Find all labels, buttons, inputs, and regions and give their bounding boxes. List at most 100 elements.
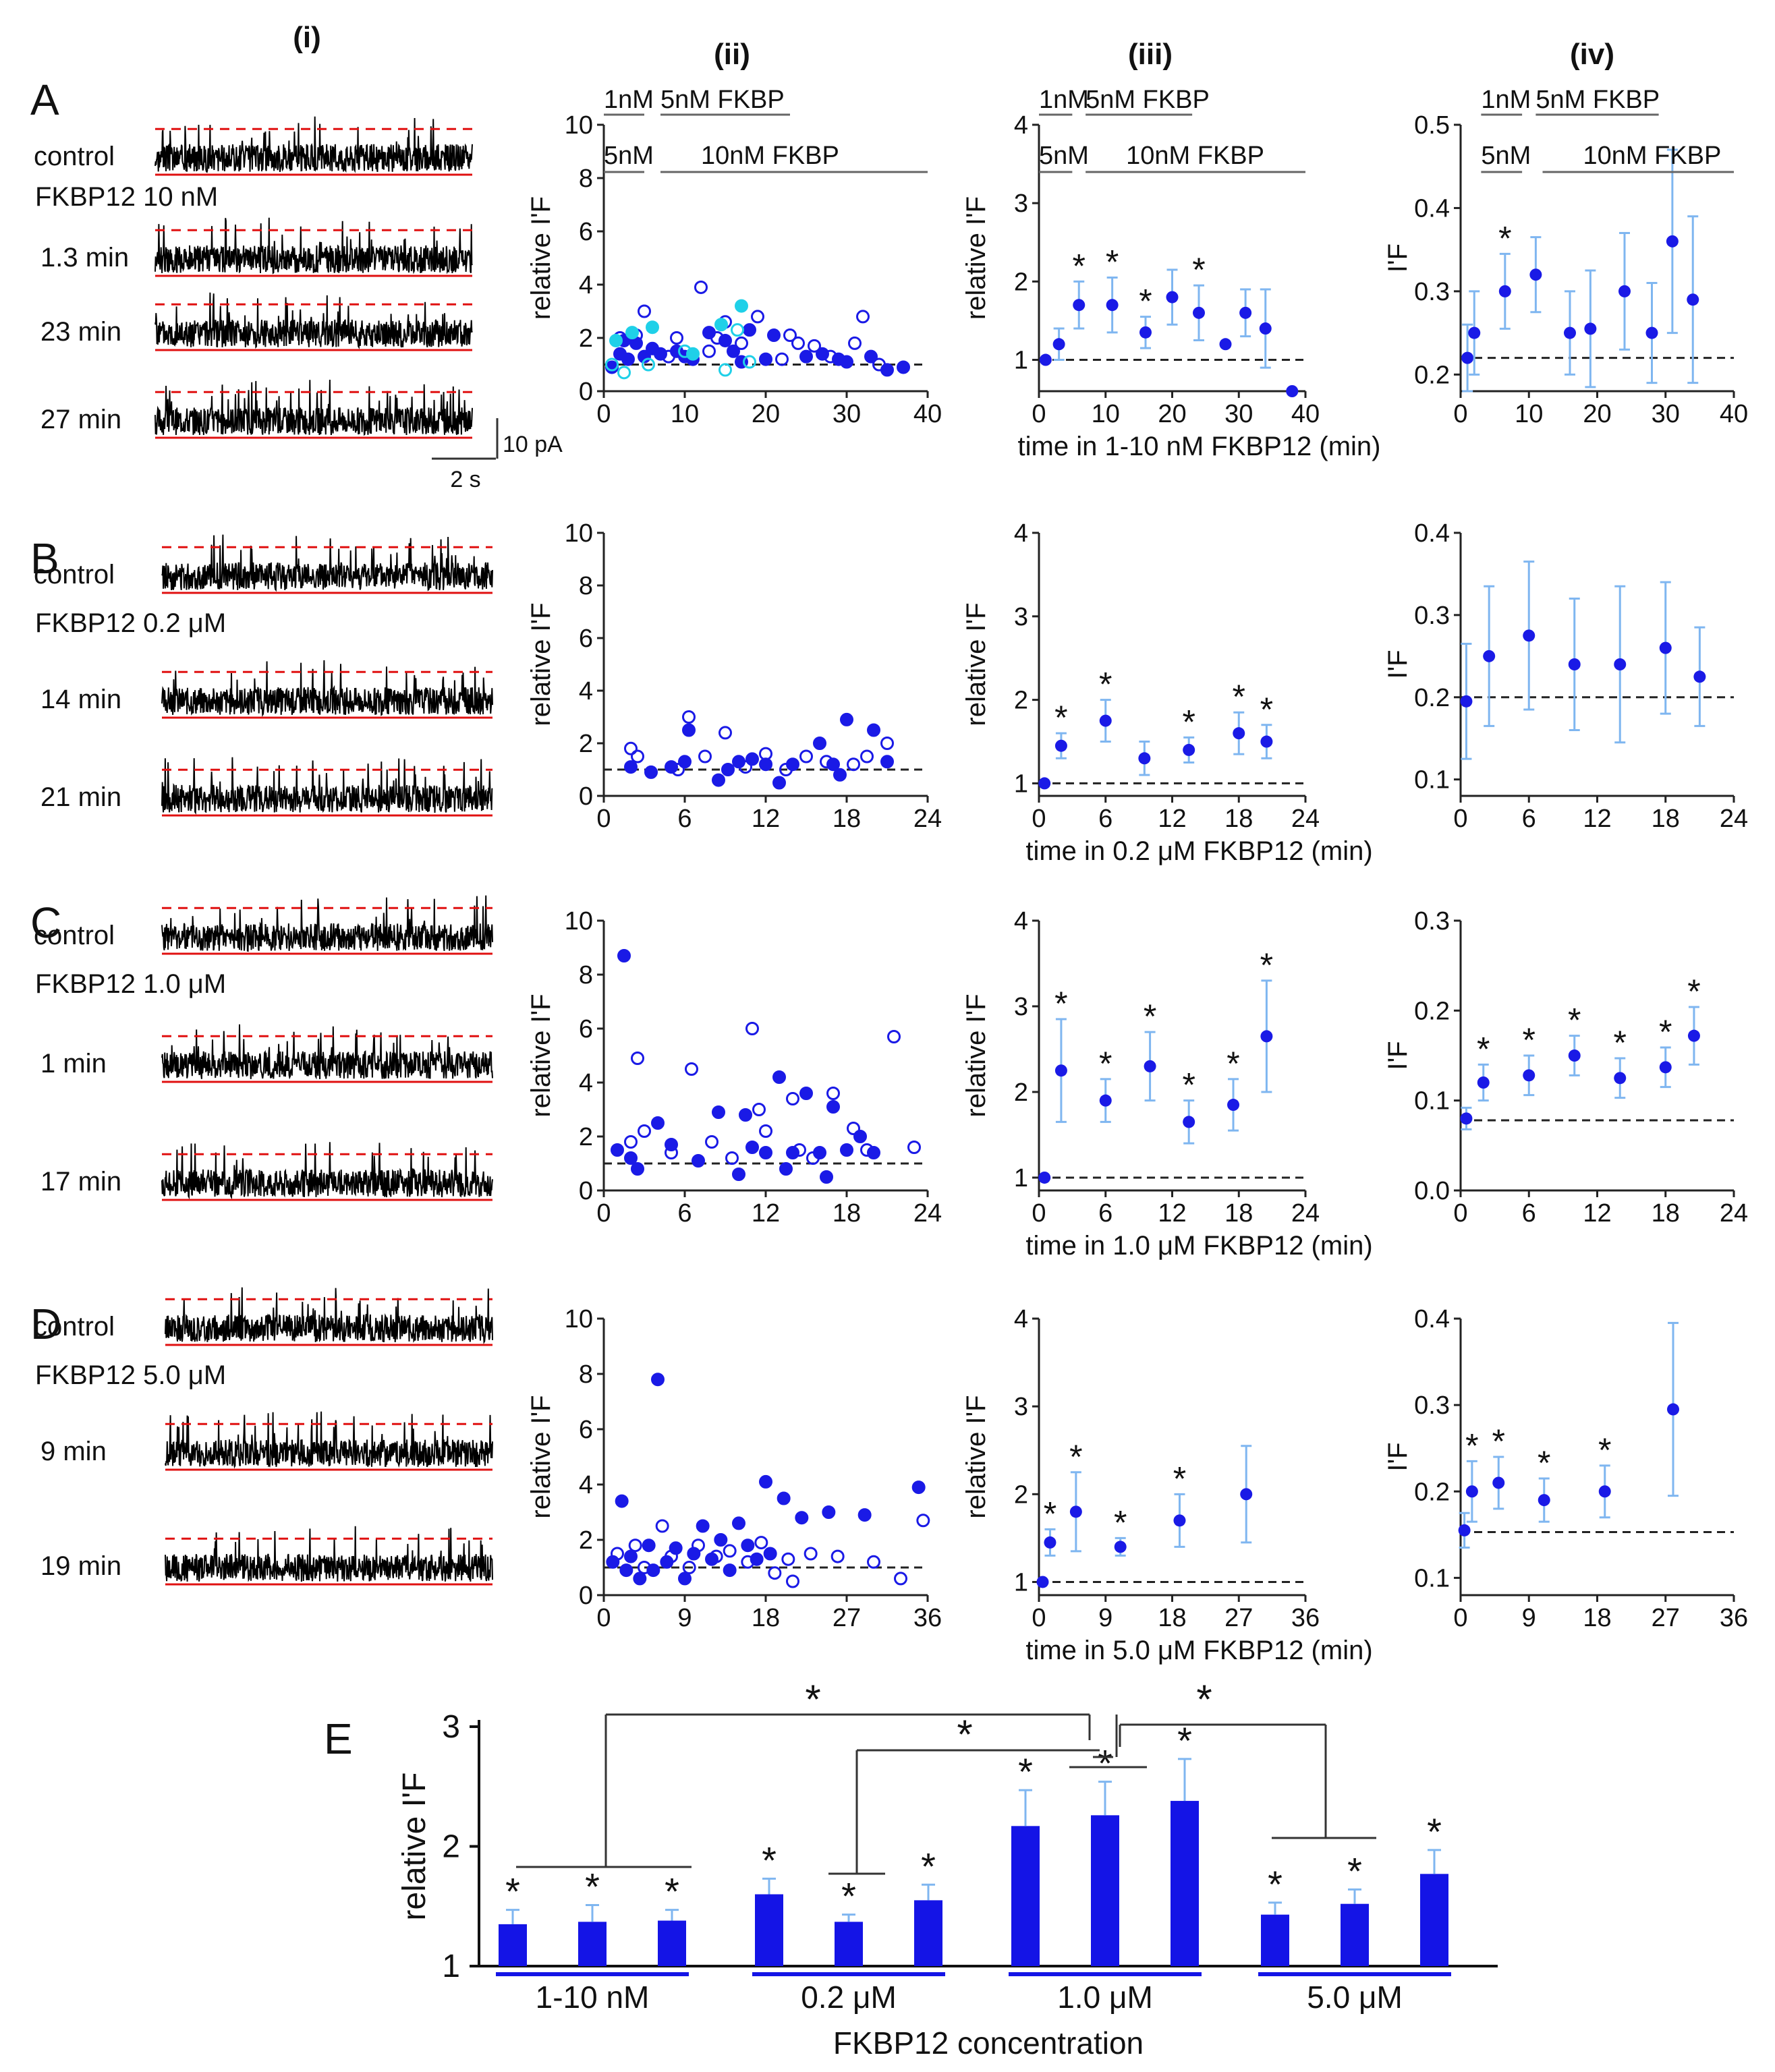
- chart-B-iv-point-3: [1568, 658, 1581, 670]
- chart-C-iii-xlabel: time in 1.0 μM FKBP12 (min): [1025, 1231, 1372, 1261]
- chart-C-ii-ytick-2: 4: [579, 1069, 593, 1097]
- chart-B-ii-point-1-5: [719, 726, 732, 740]
- chart-D-ii: 0 9 18 27 36 0 2 4 6 8 10 relative I'F: [526, 1305, 942, 1632]
- chart-B-iv-ytick-0: 0.1: [1414, 766, 1450, 795]
- chart-B-ii-point-1-6: [739, 760, 752, 774]
- chart-E-bar-1-2: [914, 1900, 942, 1966]
- chart-D-ii-point-1-0: [611, 1547, 624, 1561]
- chart-C-ii-point-0-11: [759, 1146, 772, 1159]
- trace-label-B-1: 14 min: [40, 685, 121, 714]
- chart-D-iv-ylabel: I'F: [1383, 1442, 1413, 1471]
- chart-A-ii-point-0-24: [897, 360, 910, 374]
- chart-E-bar-1-0: [755, 1894, 783, 1966]
- chart-A-iv-ytick-1: 0.3: [1414, 278, 1450, 306]
- chart-B-iii-point-6: [1260, 735, 1273, 748]
- chart-D-ii-point-1-4: [665, 1549, 678, 1563]
- chart-A-ii: 0 10 20 30 40 0 2 4 6 8 10 relative I'F 1nM 5nM FKBP5…: [526, 86, 942, 428]
- chart-A-iii-bar-top-1: 5nM FKBP: [1086, 86, 1210, 114]
- chart-B-iii-sig-5: *: [1233, 678, 1245, 716]
- chart-A-iv-ytick-3: 0.5: [1414, 111, 1450, 140]
- column-label-iv: (iv): [1570, 38, 1614, 71]
- chart-A-iv-point-9: [1687, 293, 1699, 306]
- chart-A-ii-point-2-4: [714, 318, 728, 332]
- chart-A-ii-ytick-0: 0: [579, 378, 593, 406]
- chart-E-sig-2-1: *: [1098, 1742, 1112, 1785]
- chart-A-iii-point-3: [1106, 299, 1119, 312]
- chart-D-iii-xtick-0: 0: [1032, 1604, 1046, 1632]
- chart-A-ii-bar-top-1: 5nM FKBP: [660, 86, 785, 114]
- chart-C-iv: 0 6 12 18 24 0.0 0.1 0.2 0.3 I'F * * * * * *: [1383, 907, 1748, 1228]
- chart-E-bar-2-0: [1011, 1826, 1040, 1966]
- chart-A-ii-point-3-2: [642, 357, 655, 372]
- chart-A-ii-ytick-5: 10: [565, 111, 593, 140]
- chart-C-ii-point-0-4: [651, 1116, 665, 1130]
- chart-B-ii-point-0-4: [682, 723, 696, 737]
- chart-A-ii-point-1-12: [783, 328, 797, 343]
- chart-A-iv-point-8: [1666, 235, 1679, 248]
- chart-D-ii-point-0-25: [911, 1480, 926, 1495]
- chart-B-iv-ytick-1: 0.2: [1414, 684, 1450, 712]
- chart-D-ii-point-0-24: [857, 1508, 872, 1522]
- chart-C-iv-ytick-0: 0.0: [1414, 1177, 1450, 1205]
- chart-D-iv-point-0: [1458, 1524, 1471, 1536]
- chart-D-iv-sig-2: *: [1492, 1422, 1505, 1460]
- chart-A-iv-bar-top-1: 5nM FKBP: [1535, 86, 1660, 114]
- trace-label-C-0: control: [34, 921, 115, 950]
- trace-label-D-0: control: [34, 1312, 115, 1342]
- chart-D-iv-ytick-2: 0.3: [1414, 1391, 1450, 1420]
- chart-D-ii-point-0-14: [714, 1533, 728, 1547]
- chart-B-iii-ytick-2: 3: [1014, 603, 1028, 631]
- chart-B-ii-ytick-0: 0: [579, 782, 593, 811]
- chart-D-ii-point-0-2: [619, 1563, 633, 1578]
- chart-B-iii-sig-4: *: [1182, 703, 1195, 741]
- chart-A-iv-axes: 0 10 20 30 40 0.2 0.3 0.4 0.5 I'F: [1383, 111, 1748, 428]
- chart-C-ii-point-0-0: [611, 1143, 624, 1157]
- chart-C-iv-point-5: [1659, 1061, 1672, 1074]
- chart-D-ii-point-1-1: [628, 1538, 642, 1553]
- chart-B-iv-axes: 0 6 12 18 24 0.1 0.2 0.3 0.4 I'F: [1383, 519, 1748, 833]
- chart-D-ii-ytick-0: 0: [579, 1582, 593, 1610]
- chart-A-ii-point-2-5: [735, 299, 748, 313]
- chart-A-iii-point-2: [1073, 299, 1086, 312]
- trace-D-1: [165, 1411, 493, 1471]
- chart-C-iv-point-2: [1523, 1069, 1535, 1082]
- chart-A-ii-point-0-13: [727, 344, 740, 358]
- chart-A-iv-point-5: [1584, 322, 1597, 335]
- chart-D-iv-ytick-3: 0.4: [1414, 1305, 1450, 1333]
- chart-C-iv-xtick-4: 24: [1720, 1199, 1748, 1228]
- chart-A-iv-point-0: [1461, 351, 1474, 364]
- chart-B-ii-ytick-2: 4: [579, 677, 593, 706]
- chart-C-iv-ytick-2: 0.2: [1414, 997, 1450, 1025]
- chart-B-iii-ylabel: relative I'F: [961, 602, 991, 726]
- chart-C-iii-point-6: [1260, 1030, 1273, 1043]
- chart-B-iv-point-2: [1523, 629, 1535, 642]
- chart-A-iii-point-0: [1039, 353, 1052, 366]
- chart-D-ii-point-1-12: [781, 1552, 795, 1566]
- chart-E-sig-3-2: *: [1427, 1810, 1442, 1853]
- chart-C-ii-point-0-7: [712, 1105, 725, 1119]
- chart-E-bar-3-0: [1261, 1914, 1289, 1966]
- chart-C-iii-point-2: [1099, 1094, 1112, 1107]
- chart-D-iii-point-0: [1036, 1576, 1049, 1588]
- condition-label-A: FKBP12 10 nM: [35, 182, 218, 212]
- chart-A-iii: 0 10 20 30 40 1 2 3 4 relative I'F * * * * time in 1-1…: [961, 86, 1380, 461]
- chart-D-iv-ytick-0: 0.1: [1414, 1564, 1450, 1592]
- chart-A-iii-bar-top-0: 1nM: [1039, 86, 1089, 114]
- chart-E-bracket-star-3: *: [1196, 1677, 1212, 1722]
- chart-A-iii-ytick-2: 3: [1014, 190, 1028, 218]
- chart-A-ii-point-3-1: [617, 366, 631, 380]
- chart-B-iv-ylabel: I'F: [1383, 650, 1413, 679]
- trace-label-D-2: 19 min: [40, 1551, 121, 1581]
- chart-A-iii-point-4: [1139, 326, 1152, 339]
- chart-A-iii-sig-4: *: [1139, 283, 1152, 320]
- chart-D-ii-point-0-3: [624, 1549, 638, 1563]
- chart-C-iii-point-4: [1183, 1116, 1195, 1128]
- chart-C-ii-point-0-19: [840, 1143, 853, 1157]
- chart-C-iii-point-5: [1227, 1099, 1240, 1112]
- chart-B-iii-point-0: [1038, 777, 1051, 790]
- chart-B-iv-xtick-4: 24: [1720, 805, 1748, 833]
